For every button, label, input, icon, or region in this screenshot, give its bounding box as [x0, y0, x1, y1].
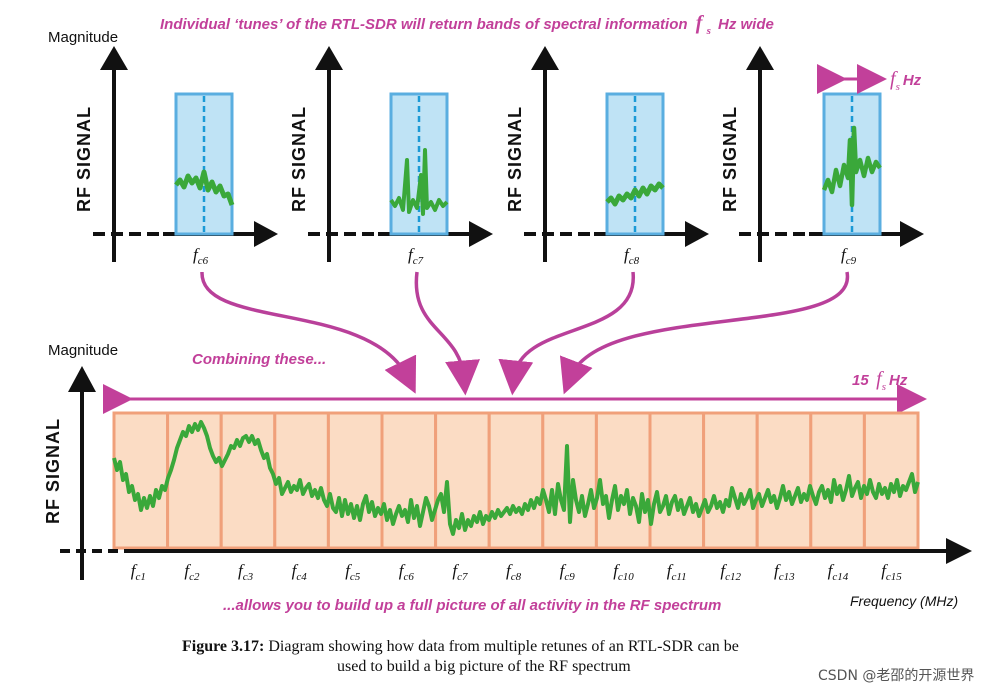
bottom-frequency-label: fc7: [452, 561, 468, 583]
tuned-band: [389, 92, 449, 236]
x-axis-arrow-head: [685, 221, 709, 247]
connector-arrow-3: [498, 271, 635, 396]
top-banner: Individual ‘tunes’ of the RTL-SDR will r…: [160, 12, 774, 38]
center-frequency-label: fc6: [193, 245, 209, 267]
y-axis-arrow-head: [531, 46, 559, 70]
center-frequency-label: fc7: [408, 245, 424, 267]
bottom-frequency-label: fc11: [667, 561, 687, 583]
bottom-frequency-label: fc12: [720, 561, 741, 583]
tune-panel-3: RF SIGNAL fc8: [505, 46, 709, 267]
combined-band-2: [166, 411, 223, 550]
tune-panel-1: Magnitude RF SIGNAL fc6: [48, 29, 278, 267]
combined-band-13: [755, 411, 813, 550]
span-label: 15 fs Hz: [852, 368, 908, 393]
combined-bands: [112, 411, 920, 550]
combined-band-12: [702, 411, 759, 550]
fs-width-label: fs Hz: [890, 68, 922, 93]
figure-caption-line-1: Figure 3.17: Diagram showing how data fro…: [182, 638, 739, 655]
bottom-frequency-label: fc8: [506, 561, 522, 583]
combined-band-11: [648, 411, 706, 550]
rf-signal-label: RF SIGNAL: [289, 106, 309, 212]
signal-trace: [605, 181, 665, 207]
bottom-frequency-label: fc10: [613, 561, 634, 583]
rf-signal-label-bottom: RF SIGNAL: [43, 418, 63, 524]
bottom-frequency-label: fc13: [774, 561, 795, 583]
tune-panel-4: RF SIGNAL fs Hz fc9: [720, 46, 924, 267]
tuned-band: [174, 92, 234, 236]
y-axis-arrow-head: [746, 46, 774, 70]
watermark: CSDN @老邵的开源世界: [818, 668, 974, 684]
rf-signal-label: RF SIGNAL: [720, 106, 740, 212]
tune-panel-2: RF SIGNAL fc7: [289, 46, 493, 267]
bottom-frequency-label: fc14: [828, 561, 849, 583]
frequency-axis-label: Frequency (MHz): [850, 593, 958, 609]
bottom-frequency-labels: fc1 fc2 fc3 fc4 fc5 fc6 fc7 fc8 fc9 fc10 fc11 fc12 f…: [131, 561, 903, 583]
connector-arrow-4: [560, 271, 849, 395]
signal-trace: [389, 148, 449, 216]
bottom-y-axis-arrow-head: [68, 366, 96, 392]
combined-signal-trace: [112, 420, 920, 536]
x-axis-arrow-head: [900, 221, 924, 247]
bottom-frequency-label: fc9: [560, 561, 576, 583]
center-frequency-label: fc9: [841, 245, 857, 267]
rf-signal-label: RF SIGNAL: [74, 106, 94, 212]
figure-caption-line-2: used to build a big picture of the RF sp…: [337, 658, 631, 675]
signal-trace: [174, 169, 235, 206]
combined-band-6: [380, 411, 438, 550]
bottom-frequency-label: fc1: [131, 561, 146, 583]
combined-band-7: [434, 411, 491, 550]
combined-band-14: [809, 411, 866, 550]
magnitude-label: Magnitude: [48, 29, 118, 46]
rf-signal-label: RF SIGNAL: [505, 106, 525, 212]
signal-trace: [821, 125, 882, 208]
bottom-frequency-label: fc5: [345, 561, 361, 583]
x-axis-arrow-head: [469, 221, 493, 247]
connector-arrow-1: [200, 271, 417, 394]
bottom-frequency-label: fc2: [184, 561, 200, 583]
bottom-frequency-label: fc4: [292, 561, 308, 583]
combined-band-10: [594, 411, 652, 550]
magnitude-label-bottom: Magnitude: [48, 342, 118, 359]
bottom-frequency-label: fc3: [238, 561, 254, 583]
combined-band-3: [219, 411, 277, 550]
x-axis-arrow-head: [254, 221, 278, 247]
combined-band-5: [326, 411, 384, 550]
bottom-banner: ...allows you to build up a full picture…: [223, 597, 721, 614]
bottom-frequency-label: fc6: [399, 561, 415, 583]
connector-arrow-2: [414, 271, 480, 396]
combined-band-8: [487, 411, 545, 550]
center-frequency-label: fc8: [624, 245, 640, 267]
combining-label: Combining these...: [192, 351, 326, 368]
y-axis-arrow-head: [315, 46, 343, 70]
bottom-frequency-label: fc15: [881, 561, 902, 583]
tuned-band: [605, 92, 665, 236]
bottom-x-axis-arrow-head: [946, 538, 972, 564]
y-axis-arrow-head: [100, 46, 128, 70]
